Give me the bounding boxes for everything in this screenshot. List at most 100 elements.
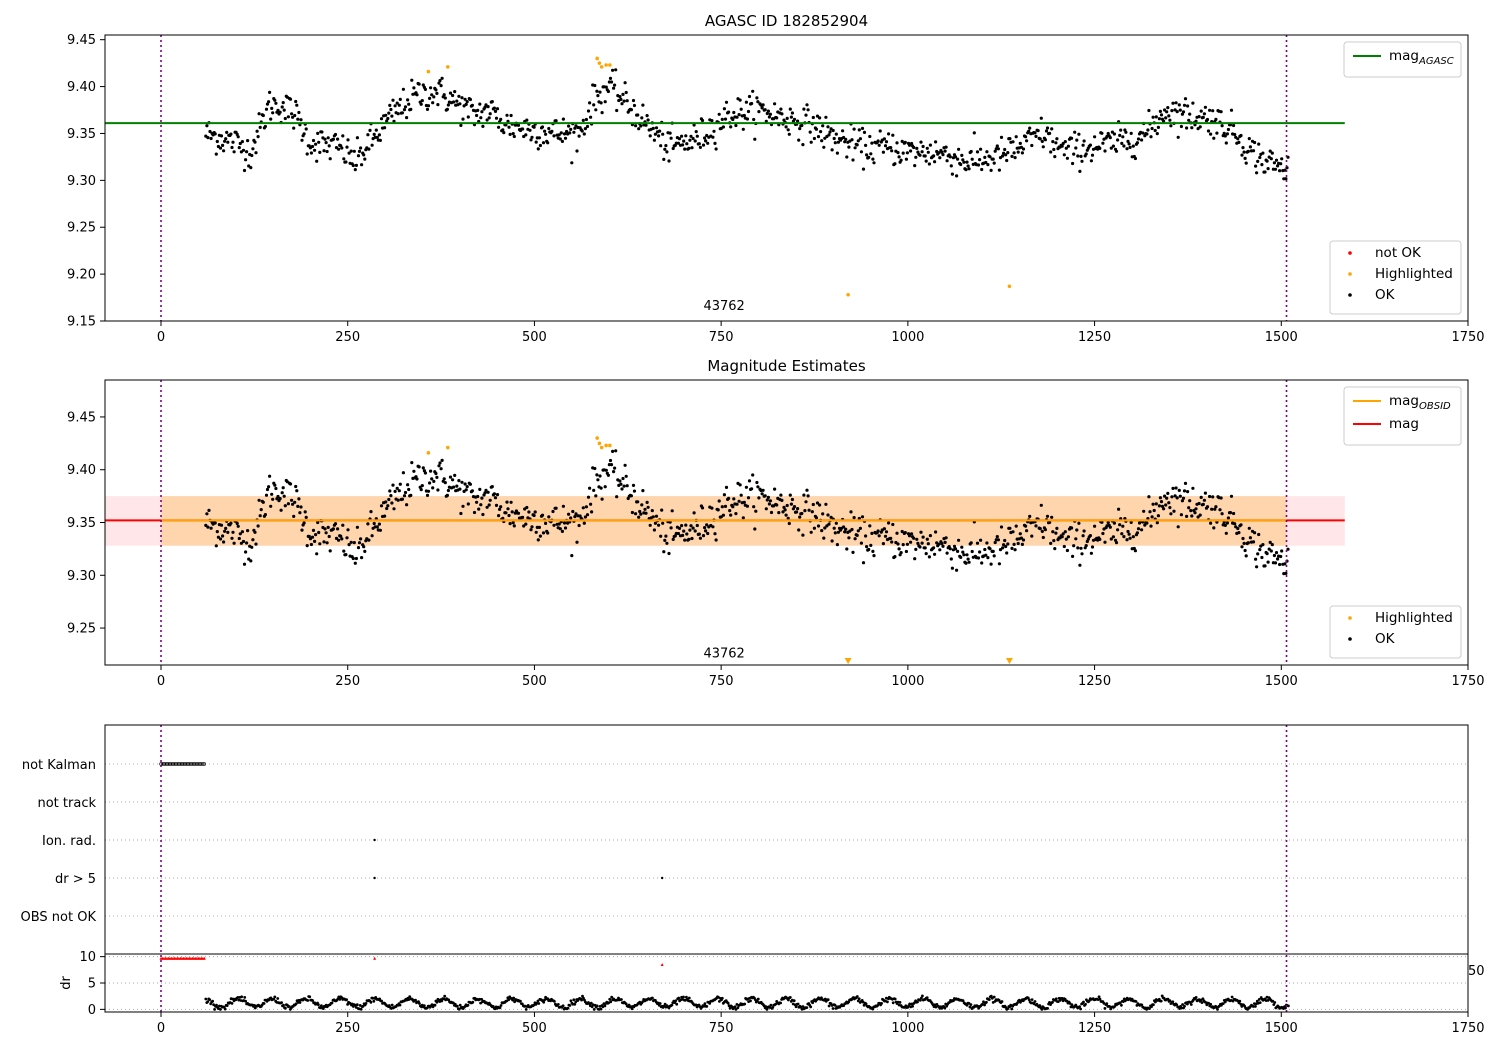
data-point: [596, 94, 600, 98]
dr-data-point: [1113, 1005, 1116, 1008]
data-point: [1108, 136, 1112, 140]
data-point: [853, 146, 857, 150]
data-point: [1145, 521, 1149, 525]
data-point: [623, 463, 627, 467]
data-point: [581, 118, 585, 122]
data-point: [844, 527, 848, 531]
data-point: [1254, 164, 1258, 168]
data-point: [325, 149, 329, 154]
data-point: [320, 130, 324, 134]
data-point: [742, 113, 746, 118]
data-point: [1183, 481, 1188, 485]
data-point: [393, 104, 397, 108]
data-point: [858, 526, 863, 531]
dr-data-point: [418, 1002, 421, 1005]
dr-data-point: [965, 1003, 969, 1007]
data-point: [1225, 132, 1229, 136]
data-point: [1061, 532, 1065, 536]
data-point: [805, 103, 809, 107]
dr-data-point: [893, 997, 897, 1001]
data-point: [1010, 546, 1014, 551]
data-point: [857, 128, 861, 132]
chart-title: Magnitude Estimates: [707, 357, 865, 375]
data-point: [1186, 104, 1190, 108]
data-point: [996, 538, 1001, 542]
data-point: [1246, 541, 1250, 545]
data-point: [826, 125, 830, 129]
data-point: [341, 134, 345, 138]
x-tick-label: 1750: [1451, 674, 1484, 689]
obsid-annotation: 43762: [703, 299, 744, 314]
data-point: [1205, 505, 1210, 509]
data-point: [1222, 131, 1226, 135]
data-point: [574, 512, 578, 516]
data-point: [1054, 141, 1058, 145]
data-point: [359, 537, 363, 541]
axes-frame: [104, 34, 1469, 322]
data-point: [250, 545, 254, 549]
data-point: [920, 541, 924, 545]
data-point: [249, 559, 253, 563]
data-point: [205, 512, 209, 516]
data-point: [516, 123, 521, 127]
legend-point-swatch: [1348, 251, 1352, 255]
magnitude-estimates-panel: Magnitude Estimates 0 250 500 750 1000 1250 15…: [67, 357, 1485, 689]
data-point: [989, 168, 993, 172]
dr-data-point: [630, 1007, 634, 1011]
data-point: [516, 511, 521, 515]
data-point: [980, 561, 984, 565]
data-point: [1163, 494, 1167, 498]
data-point: [1090, 153, 1095, 157]
data-point: [631, 483, 636, 487]
data-point: [1126, 529, 1130, 534]
data-point: [1119, 128, 1123, 132]
dr-data-point: [1284, 1006, 1287, 1010]
data-point: [843, 530, 847, 534]
dr-data-point: [682, 995, 685, 999]
data-point: [915, 537, 919, 541]
data-point: [573, 515, 577, 519]
data-point: [825, 524, 829, 528]
data-point: [1194, 507, 1198, 511]
data-point: [1127, 532, 1131, 536]
data-point: [609, 463, 614, 467]
data-point: [697, 532, 701, 536]
dr-data-point: [511, 998, 514, 1002]
data-point: [613, 466, 617, 470]
data-point: [1025, 139, 1029, 143]
data-point: [907, 534, 912, 538]
data-point: [859, 541, 864, 545]
data-point: [1150, 515, 1154, 519]
data-point: [1103, 540, 1107, 544]
data-point: [362, 545, 366, 549]
data-point: [684, 523, 688, 527]
data-point: [1121, 524, 1125, 528]
data-point: [905, 542, 910, 546]
dr-data-point: [566, 1006, 570, 1010]
data-point: [1283, 168, 1287, 172]
data-point: [432, 95, 436, 99]
dr-data-point: [792, 999, 796, 1003]
data-point: [1270, 543, 1274, 547]
data-point: [615, 495, 619, 499]
data-point: [434, 88, 438, 92]
data-point: [351, 556, 355, 561]
data-point: [844, 137, 848, 141]
dr-data-point: [1120, 1003, 1123, 1007]
dr-data-point: [240, 995, 244, 999]
data-point: [606, 89, 611, 94]
data-point: [1052, 539, 1056, 543]
data-point: [1177, 103, 1181, 107]
data-point: [711, 525, 715, 529]
data-point: [1030, 534, 1034, 538]
data-point: [360, 556, 364, 560]
data-point: [472, 510, 477, 515]
dr-data-point: [1168, 999, 1172, 1002]
data-point: [263, 124, 267, 129]
x-tick-label: 1750: [1451, 1021, 1484, 1036]
data-point: [999, 525, 1004, 529]
dr-data-point: [211, 999, 215, 1003]
data-point: [823, 526, 827, 530]
dr-data-point: [213, 1008, 217, 1011]
data-point: [271, 111, 275, 115]
